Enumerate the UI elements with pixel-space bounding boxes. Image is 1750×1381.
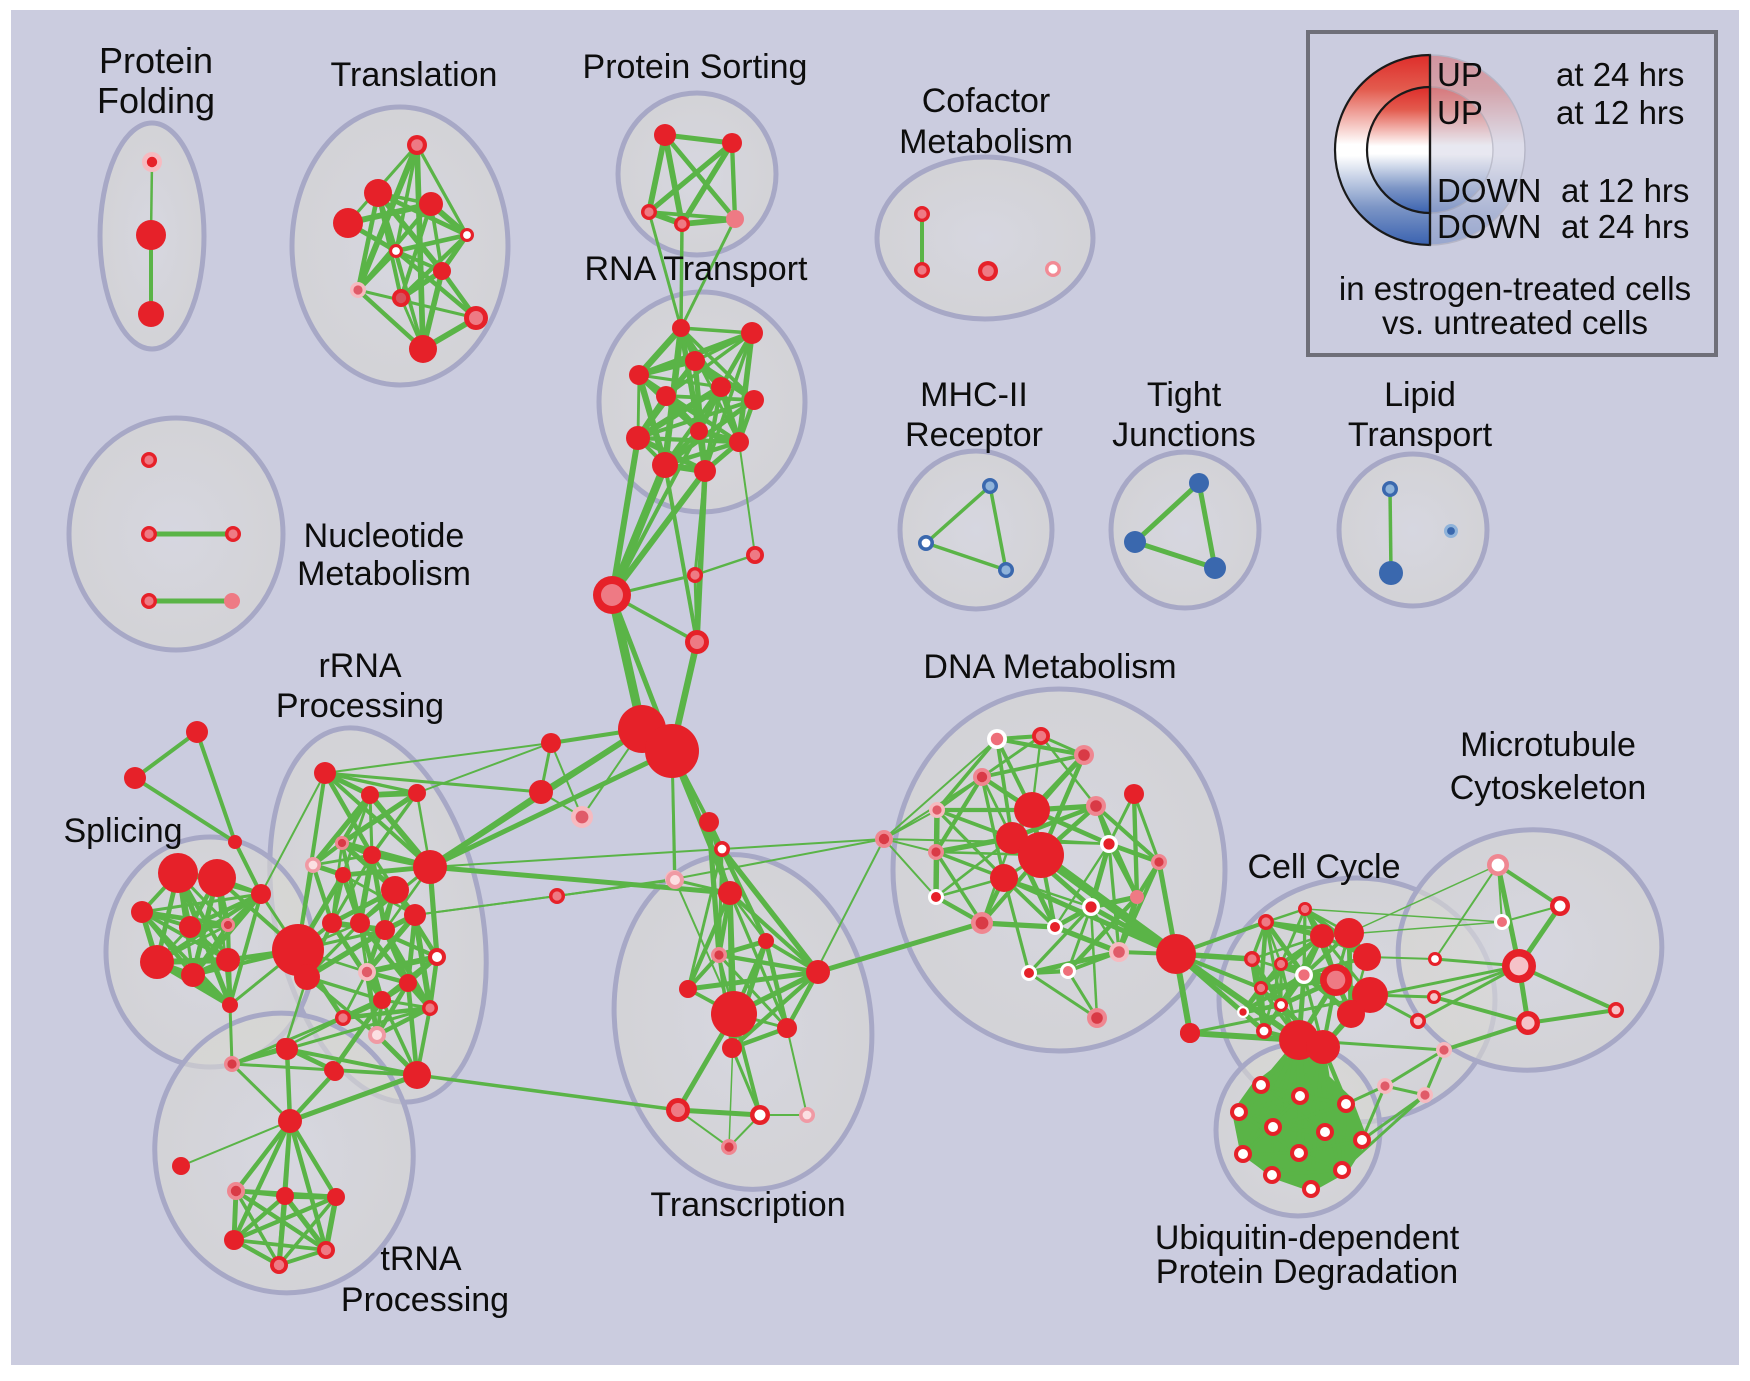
svg-text:RNA Transport: RNA Transport [585,250,809,288]
svg-text:Metabolism: Metabolism [899,123,1073,161]
svg-text:Folding: Folding [97,80,215,121]
svg-text:Transcription: Transcription [650,1186,845,1224]
svg-text:tRNA: tRNA [380,1240,462,1278]
svg-text:Cofactor: Cofactor [922,82,1051,120]
svg-text:Ubiquitin-dependent: Ubiquitin-dependent [1155,1219,1460,1257]
svg-text:at 24 hrs: at 24 hrs [1556,56,1684,93]
svg-text:Receptor: Receptor [905,416,1043,454]
svg-text:UP: UP [1437,94,1483,131]
svg-text:Transport: Transport [1348,416,1493,454]
svg-text:vs. untreated cells: vs. untreated cells [1382,304,1648,341]
svg-text:Microtubule: Microtubule [1460,726,1636,764]
svg-text:Processing: Processing [341,1281,509,1319]
svg-text:Cell Cycle: Cell Cycle [1247,848,1400,886]
svg-text:rRNA: rRNA [318,647,401,685]
svg-text:Processing: Processing [276,687,444,725]
svg-text:UP: UP [1437,56,1483,93]
svg-text:Lipid: Lipid [1384,376,1456,414]
svg-text:Nucleotide: Nucleotide [304,517,465,555]
svg-text:MHC-II: MHC-II [920,376,1028,414]
svg-text:Tight: Tight [1147,376,1222,414]
svg-text:Splicing: Splicing [63,812,182,850]
svg-text:Cytoskeleton: Cytoskeleton [1450,769,1647,807]
svg-text:Translation: Translation [331,56,498,94]
svg-text:Protein Sorting: Protein Sorting [583,48,808,86]
svg-text:at 24 hrs: at 24 hrs [1561,208,1689,245]
svg-text:Metabolism: Metabolism [297,555,471,593]
svg-text:at 12 hrs: at 12 hrs [1556,94,1684,131]
svg-text:Protein: Protein [99,40,213,81]
svg-text:Junctions: Junctions [1112,416,1256,454]
svg-text:in estrogen-treated cells: in estrogen-treated cells [1339,270,1691,307]
svg-text:DNA Metabolism: DNA Metabolism [923,648,1176,686]
svg-text:DOWN: DOWN [1437,172,1541,209]
svg-text:at 12 hrs: at 12 hrs [1561,172,1689,209]
svg-text:Protein Degradation: Protein Degradation [1156,1253,1458,1291]
svg-text:DOWN: DOWN [1437,208,1541,245]
